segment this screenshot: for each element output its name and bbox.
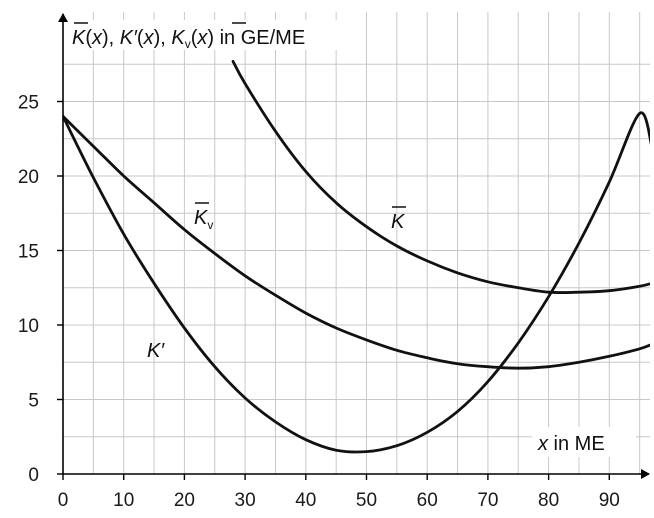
x-axis-label: x in ME [537, 433, 605, 455]
curves [63, 59, 650, 454]
x-tick-label: 20 [174, 490, 195, 511]
y-tick-label: 20 [18, 167, 39, 188]
tick-marks [57, 100, 610, 480]
x-tick-label: 80 [538, 490, 559, 511]
x-tick-label: 10 [113, 490, 134, 511]
y-tick-label: 5 [28, 391, 39, 412]
x-tick-label: 40 [295, 490, 316, 511]
series-line-k [231, 59, 650, 295]
x-tick-label: 50 [356, 490, 377, 511]
x-tick-label: 30 [235, 490, 256, 511]
y-tick-label: 15 [18, 242, 39, 263]
x-tick-label: 0 [58, 490, 69, 511]
tick-labels: 0 10 20 30 40 50 60 70 80 90 0 5 10 15 20 25 [18, 93, 620, 512]
x-axis-label-background [532, 427, 636, 457]
y-tick-label: 10 [18, 316, 39, 337]
y-label-kvbar: K [171, 27, 186, 49]
grid-lines [63, 12, 650, 474]
y-axis-label: K(x), K′(x), Kv(x) in GE/ME [72, 27, 305, 51]
y-axis-label-background [68, 20, 360, 50]
series-line-k-v [63, 115, 650, 370]
x-tick-label: 60 [417, 490, 438, 511]
curve-label-kv: Kv [194, 207, 213, 232]
series-line-k- [63, 111, 650, 454]
y-label-kbar-1: K [72, 27, 87, 49]
y-label-kprime: K′ [120, 27, 138, 49]
x-tick-label: 70 [477, 490, 498, 511]
y-tick-label: 25 [18, 93, 39, 114]
curve-label-kprime: K′ [147, 340, 165, 362]
y-tick-label: 0 [28, 465, 39, 486]
x-tick-label: 90 [599, 490, 620, 511]
axes [58, 13, 650, 479]
curve-label-k: K [391, 211, 406, 233]
